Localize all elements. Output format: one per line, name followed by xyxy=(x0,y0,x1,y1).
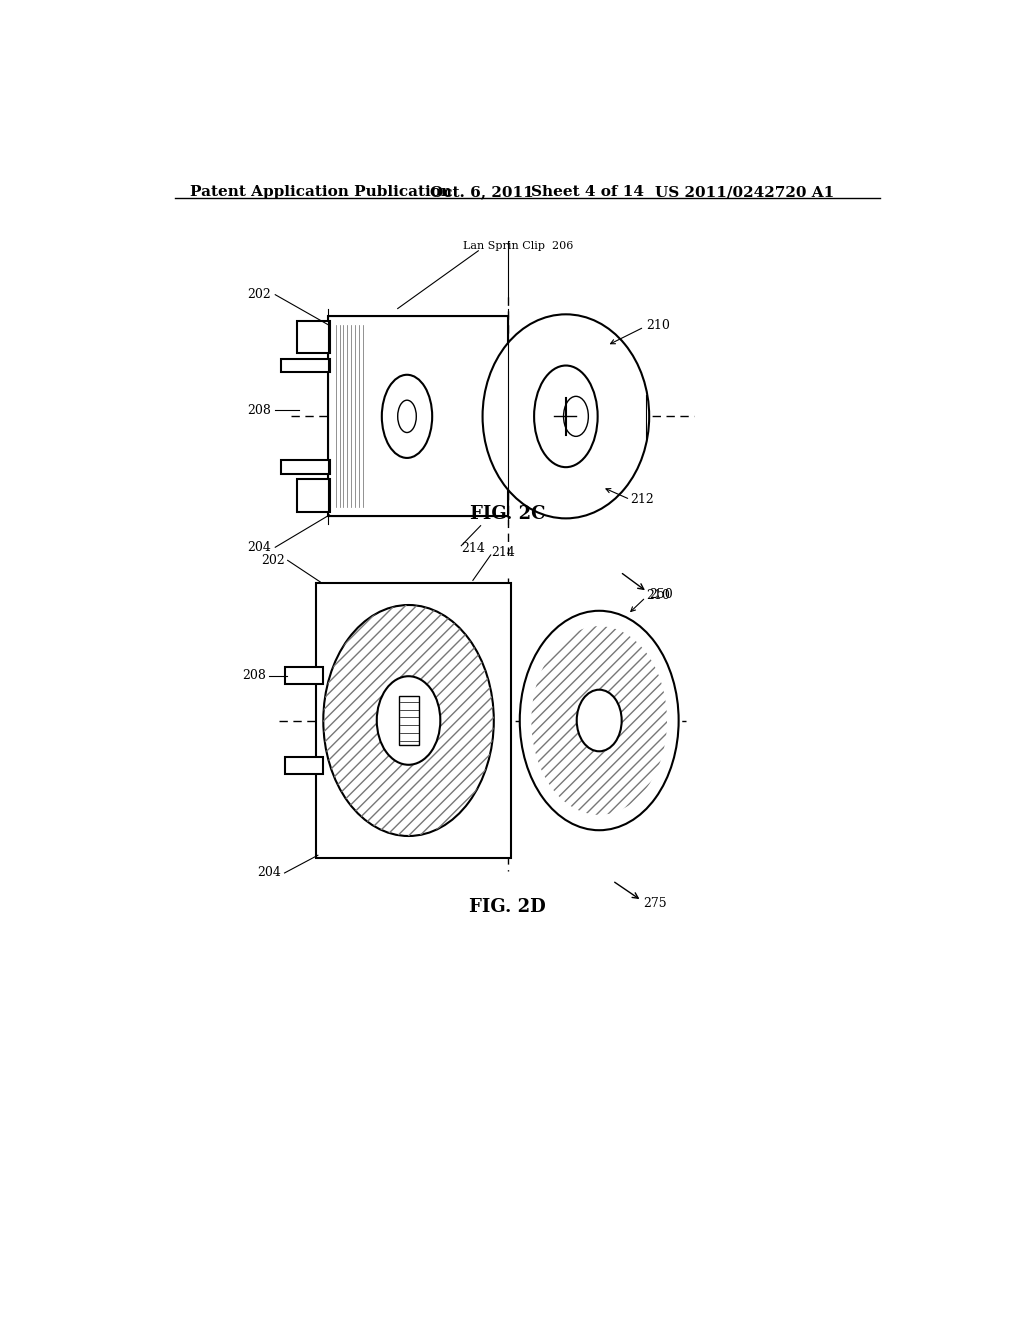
Bar xyxy=(399,696,420,744)
Text: Sheet 4 of 14: Sheet 4 of 14 xyxy=(531,185,644,199)
Text: 210: 210 xyxy=(646,589,670,602)
Text: Lan Sprin Clip  206: Lan Sprin Clip 206 xyxy=(463,240,573,251)
Ellipse shape xyxy=(382,375,432,458)
Text: 202: 202 xyxy=(261,554,285,566)
Ellipse shape xyxy=(577,689,622,751)
Bar xyxy=(328,317,508,516)
Bar xyxy=(281,461,330,474)
Ellipse shape xyxy=(535,366,598,467)
Text: 204: 204 xyxy=(248,541,271,554)
Text: Patent Application Publication: Patent Application Publication xyxy=(190,185,452,199)
Ellipse shape xyxy=(482,314,649,519)
Text: 210: 210 xyxy=(646,319,670,333)
Ellipse shape xyxy=(377,676,440,764)
Ellipse shape xyxy=(324,605,494,836)
Bar xyxy=(297,479,330,512)
Text: FIG. 2D: FIG. 2D xyxy=(469,898,546,916)
Text: US 2011/0242720 A1: US 2011/0242720 A1 xyxy=(655,185,835,199)
Text: 275: 275 xyxy=(643,898,667,911)
Text: FIG. 2C: FIG. 2C xyxy=(470,506,546,523)
Text: 214: 214 xyxy=(461,543,485,556)
Text: 214: 214 xyxy=(490,546,515,560)
Text: 204: 204 xyxy=(258,866,282,879)
Bar xyxy=(315,583,511,858)
Bar xyxy=(297,321,330,354)
Ellipse shape xyxy=(563,396,589,437)
Text: 202: 202 xyxy=(248,288,271,301)
Bar xyxy=(285,667,324,684)
Ellipse shape xyxy=(520,611,679,830)
Bar xyxy=(285,758,324,775)
Bar xyxy=(281,359,330,372)
Text: 208: 208 xyxy=(242,669,266,682)
Text: 212: 212 xyxy=(630,492,654,506)
Text: 250: 250 xyxy=(649,589,673,602)
Ellipse shape xyxy=(397,400,417,433)
Text: Oct. 6, 2011: Oct. 6, 2011 xyxy=(430,185,534,199)
Text: 208: 208 xyxy=(248,404,271,417)
